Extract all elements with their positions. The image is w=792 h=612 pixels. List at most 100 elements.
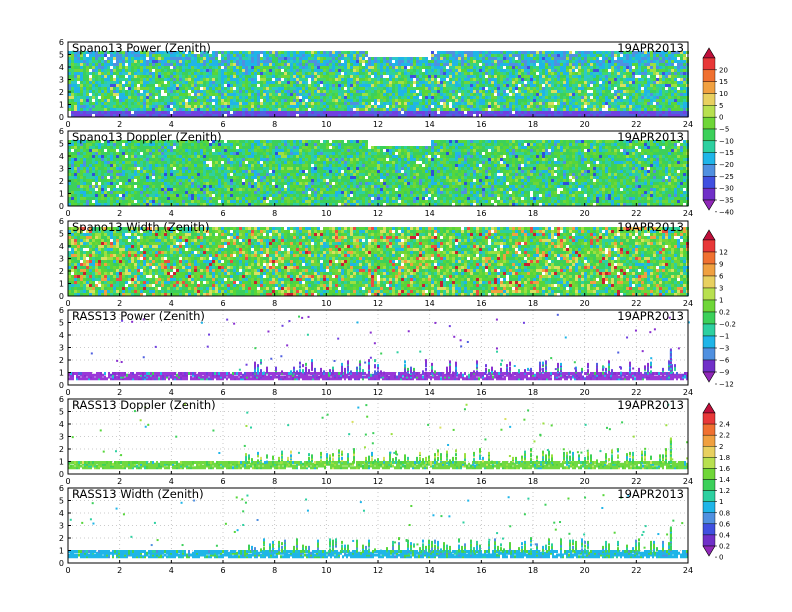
data-cell bbox=[593, 69, 596, 72]
data-cell bbox=[128, 152, 131, 155]
data-cell bbox=[269, 84, 272, 87]
data-cell bbox=[410, 69, 413, 72]
data-cell bbox=[89, 155, 92, 158]
data-cell bbox=[296, 105, 299, 108]
data-cell bbox=[320, 114, 323, 117]
data-cell bbox=[458, 108, 461, 111]
data-cell bbox=[410, 60, 413, 63]
data-cell bbox=[119, 81, 122, 84]
data-cell bbox=[578, 63, 581, 66]
data-cell bbox=[539, 105, 542, 108]
data-cell bbox=[383, 99, 386, 102]
data-cell bbox=[128, 60, 131, 63]
data-cell bbox=[110, 57, 113, 60]
data-cell bbox=[305, 66, 308, 69]
data-cell bbox=[185, 78, 188, 81]
data-cell bbox=[68, 60, 71, 63]
data-cell bbox=[191, 51, 194, 54]
data-cell bbox=[563, 54, 566, 57]
data-cell bbox=[545, 72, 548, 75]
data-cell bbox=[383, 114, 386, 117]
data-cell bbox=[116, 111, 119, 114]
data-cell bbox=[104, 99, 107, 102]
data-cell bbox=[521, 84, 524, 87]
data-cell bbox=[365, 87, 368, 90]
data-cell bbox=[263, 60, 266, 63]
data-cell bbox=[656, 66, 659, 69]
data-cell bbox=[149, 203, 152, 206]
data-cell bbox=[353, 54, 356, 57]
data-cell bbox=[536, 51, 539, 54]
data-cell bbox=[146, 161, 149, 164]
data-cell bbox=[494, 111, 497, 114]
data-cell bbox=[314, 60, 317, 63]
data-cell bbox=[68, 188, 71, 191]
data-cell bbox=[359, 105, 362, 108]
data-cell bbox=[542, 63, 545, 66]
data-cell bbox=[140, 93, 143, 96]
data-cell bbox=[542, 87, 545, 90]
data-cell bbox=[203, 96, 206, 99]
data-cell bbox=[575, 63, 578, 66]
data-cell bbox=[389, 78, 392, 81]
data-cell bbox=[488, 66, 491, 69]
data-cell bbox=[89, 179, 92, 182]
data-cell bbox=[107, 84, 110, 87]
data-cell bbox=[224, 51, 227, 54]
data-cell bbox=[518, 78, 521, 81]
data-cell bbox=[620, 72, 623, 75]
data-cell bbox=[221, 90, 224, 93]
data-cell bbox=[92, 81, 95, 84]
data-cell bbox=[239, 114, 242, 117]
data-cell bbox=[671, 102, 674, 105]
data-cell bbox=[218, 114, 221, 117]
data-cell bbox=[653, 72, 656, 75]
data-cell bbox=[101, 155, 104, 158]
data-cell bbox=[203, 84, 206, 87]
data-cell bbox=[359, 54, 362, 57]
data-cell bbox=[458, 84, 461, 87]
data-cell bbox=[485, 102, 488, 105]
data-cell bbox=[668, 66, 671, 69]
data-cell bbox=[215, 63, 218, 66]
data-cell bbox=[473, 66, 476, 69]
data-cell bbox=[314, 111, 317, 114]
data-cell bbox=[149, 81, 152, 84]
data-cell bbox=[104, 146, 107, 149]
data-cell bbox=[284, 90, 287, 93]
data-cell bbox=[530, 90, 533, 93]
data-cell bbox=[173, 75, 176, 78]
data-cell bbox=[98, 203, 101, 206]
data-cell bbox=[236, 57, 239, 60]
data-cell bbox=[119, 51, 122, 54]
data-cell bbox=[161, 54, 164, 57]
data-cell bbox=[536, 78, 539, 81]
data-cell bbox=[302, 63, 305, 66]
data-cell bbox=[275, 57, 278, 60]
data-cell bbox=[368, 102, 371, 105]
data-cell bbox=[605, 51, 608, 54]
data-cell bbox=[620, 111, 623, 114]
data-cell bbox=[173, 54, 176, 57]
data-cell bbox=[641, 51, 644, 54]
data-cell bbox=[143, 99, 146, 102]
data-cell bbox=[74, 146, 77, 149]
data-cell bbox=[368, 66, 371, 69]
data-cell bbox=[593, 84, 596, 87]
data-cell bbox=[86, 99, 89, 102]
data-cell bbox=[488, 99, 491, 102]
data-cell bbox=[101, 152, 104, 155]
data-cell bbox=[278, 111, 281, 114]
data-cell bbox=[575, 108, 578, 111]
data-cell bbox=[206, 93, 209, 96]
data-cell bbox=[242, 111, 245, 114]
data-cell bbox=[218, 72, 221, 75]
data-cell bbox=[257, 63, 260, 66]
data-cell bbox=[491, 87, 494, 90]
data-cell bbox=[518, 60, 521, 63]
data-cell bbox=[101, 51, 104, 54]
data-cell bbox=[551, 57, 554, 60]
data-cell bbox=[554, 60, 557, 63]
data-cell bbox=[92, 203, 95, 206]
data-cell bbox=[197, 108, 200, 111]
